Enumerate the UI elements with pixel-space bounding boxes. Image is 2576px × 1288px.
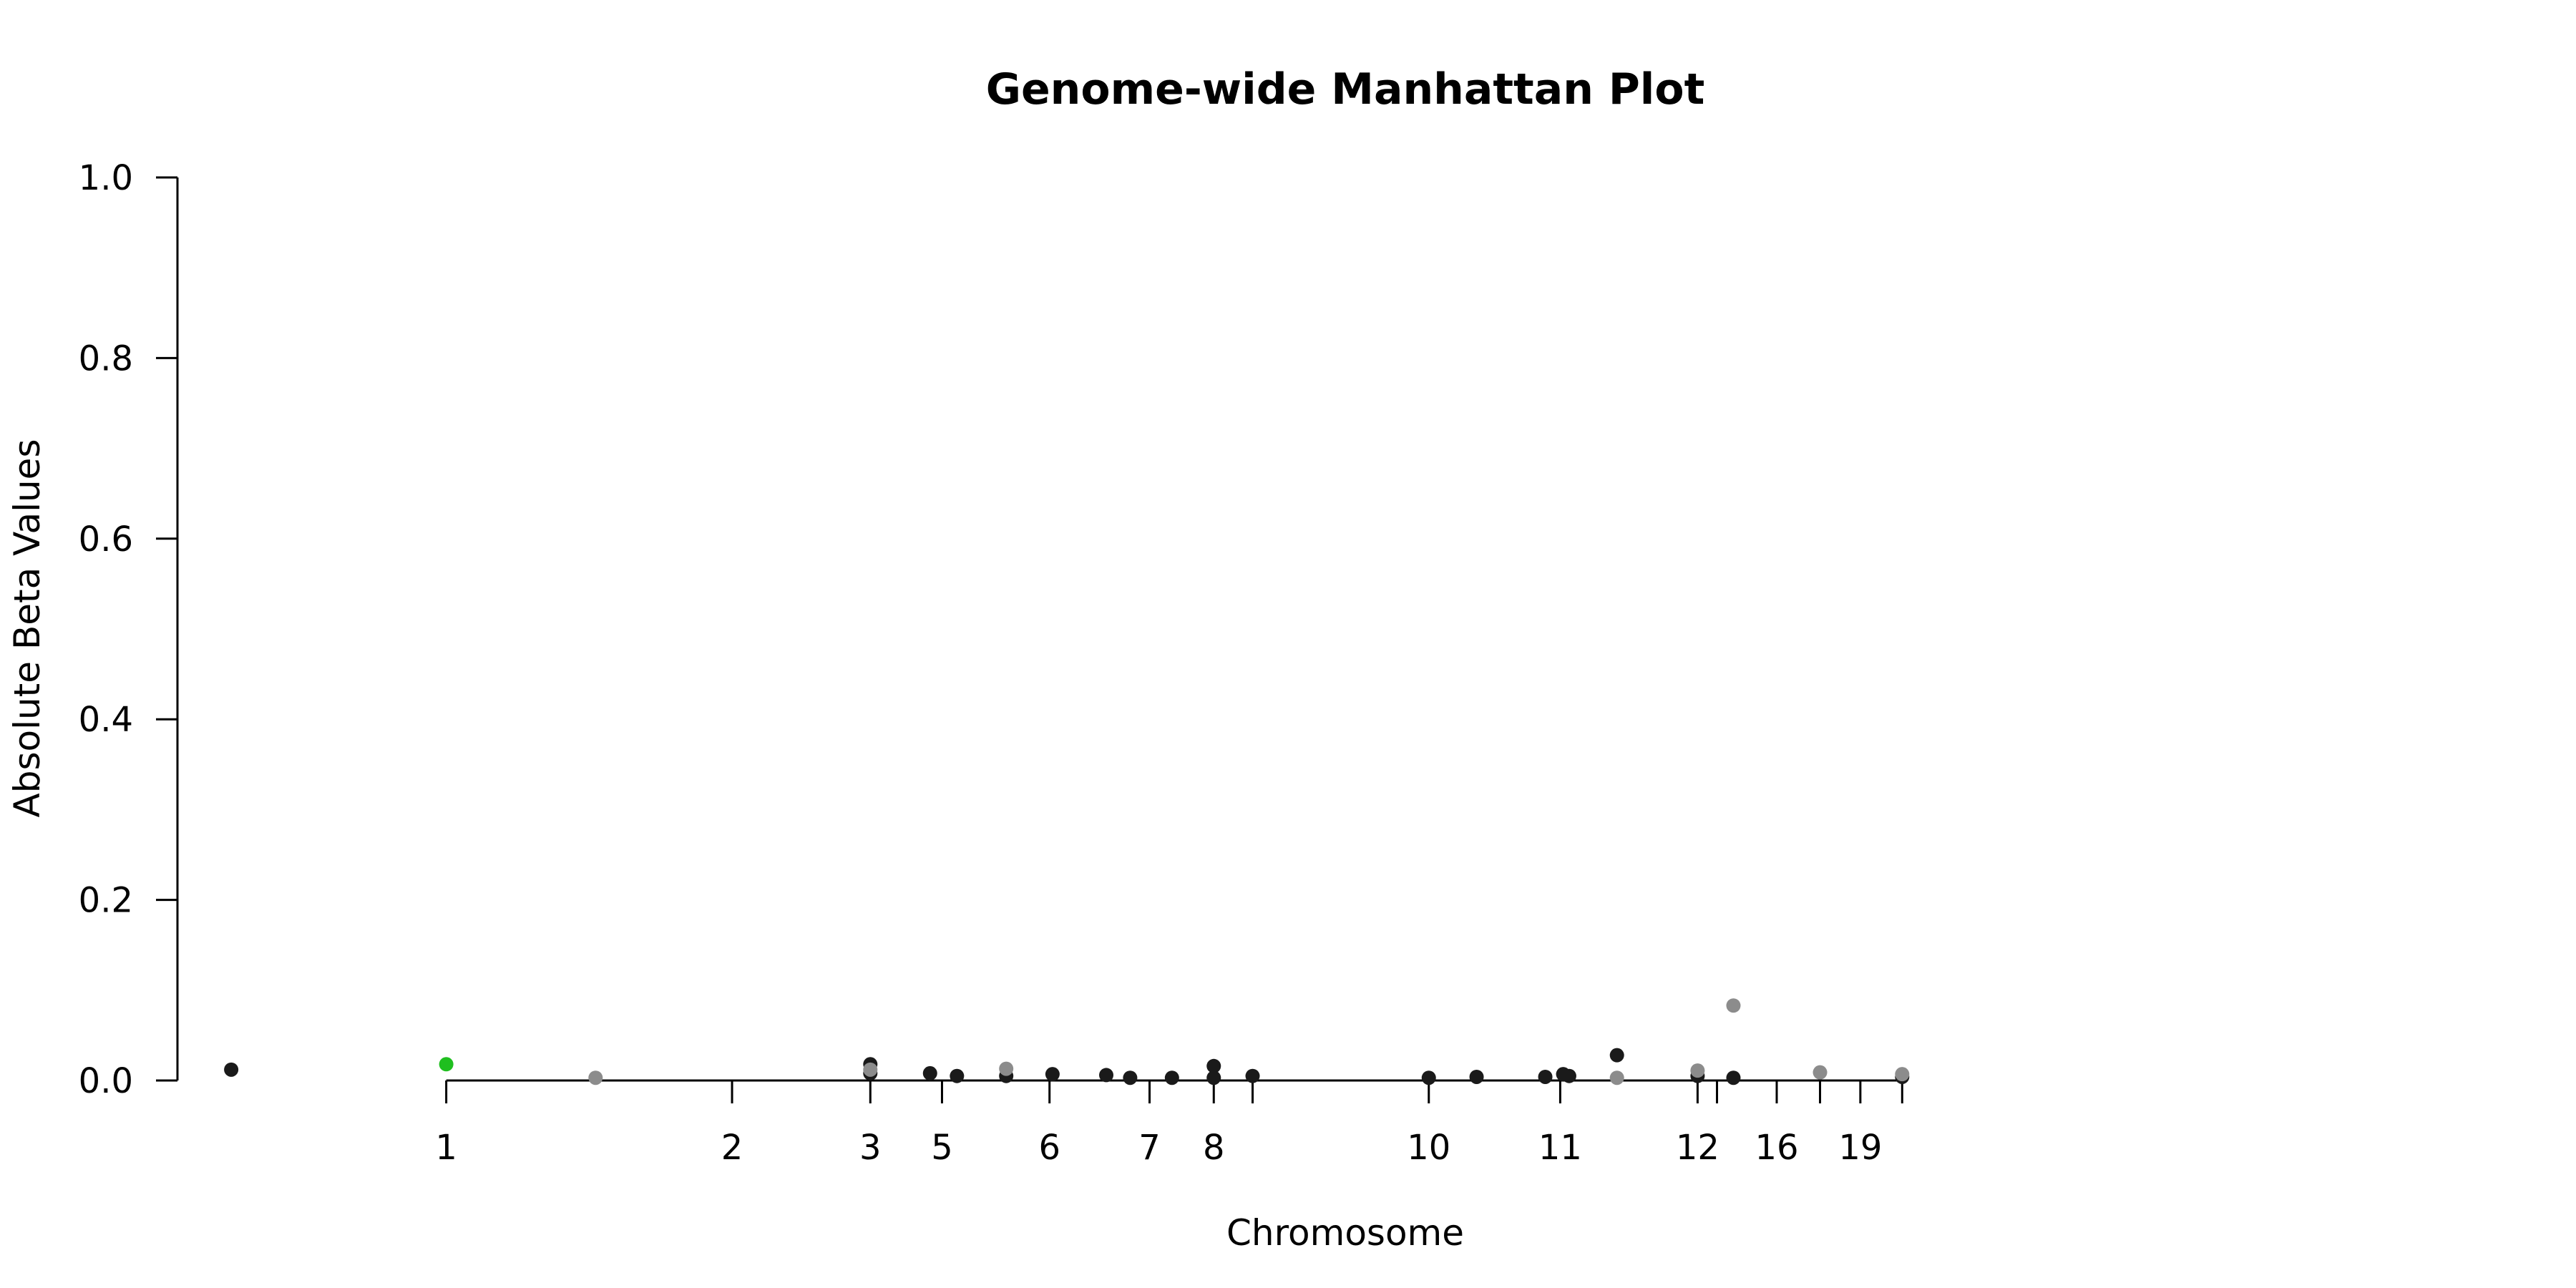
y-tick-label-2: 0.4 — [79, 700, 133, 740]
data-point-0-18 — [1610, 1048, 1624, 1063]
data-point-1-5 — [1726, 998, 1740, 1013]
x-tick-label-1: 2 — [721, 1128, 743, 1168]
chart-title: Genome-wide Manhattan Plot — [986, 64, 1705, 114]
y-tick-label-3: 0.6 — [79, 519, 133, 560]
data-point-0-0 — [224, 1063, 238, 1077]
data-point-0-13 — [1422, 1070, 1436, 1085]
x-tick-label-3: 5 — [931, 1128, 953, 1168]
data-point-0-14 — [1470, 1070, 1484, 1084]
data-point-1-7 — [1895, 1067, 1909, 1081]
data-point-0-4 — [950, 1069, 964, 1083]
data-point-0-3 — [923, 1066, 937, 1080]
data-point-0-9 — [1165, 1070, 1179, 1085]
data-point-0-11 — [1206, 1070, 1221, 1085]
y-tick-label-1: 0.2 — [79, 881, 133, 921]
x-tick-label-0: 1 — [435, 1128, 457, 1168]
y-tick-label-0: 0.0 — [79, 1061, 133, 1101]
x-tick-label-9: 11 — [1538, 1128, 1582, 1168]
data-point-0-6 — [1045, 1067, 1060, 1081]
x-axis-label: Chromosome — [1226, 1212, 1464, 1254]
x-tick-label-12: 16 — [1755, 1128, 1798, 1168]
data-point-0-8 — [1123, 1070, 1137, 1085]
x-tick-label-2: 3 — [859, 1128, 882, 1168]
data-point-0-12 — [1246, 1069, 1260, 1083]
data-point-1-4 — [1690, 1063, 1704, 1078]
data-point-1-0 — [588, 1070, 602, 1085]
data-point-0-7 — [1099, 1068, 1113, 1082]
data-point-2-0 — [439, 1057, 454, 1071]
data-point-1-3 — [1610, 1070, 1624, 1085]
x-tick-label-6: 8 — [1203, 1128, 1225, 1168]
x-tick-label-8: 10 — [1407, 1128, 1450, 1168]
data-point-1-2 — [999, 1062, 1013, 1076]
data-point-0-20 — [1726, 1070, 1740, 1085]
y-axis-ticks: 0.0 0.2 0.4 0.6 0.8 1.0 — [79, 158, 177, 1101]
data-point-1-1 — [863, 1063, 877, 1077]
data-point-0-17 — [1562, 1069, 1576, 1083]
y-tick-label-4: 0.8 — [79, 338, 133, 379]
x-tick-label-10: 12 — [1676, 1128, 1719, 1168]
x-tick-label-5: 7 — [1138, 1128, 1161, 1168]
data-point-1-6 — [1813, 1065, 1828, 1080]
data-point-0-15 — [1538, 1070, 1553, 1084]
data-points — [224, 998, 1909, 1085]
y-axis-label: Absolute Beta Values — [6, 439, 48, 818]
x-tick-label-14: 19 — [1838, 1128, 1882, 1168]
x-tick-label-4: 6 — [1038, 1128, 1060, 1168]
x-axis-ticks: 1 2 3 5 6 7 8 10 11 12 16 19 — [435, 1080, 1902, 1168]
y-tick-label-5: 1.0 — [79, 158, 133, 198]
